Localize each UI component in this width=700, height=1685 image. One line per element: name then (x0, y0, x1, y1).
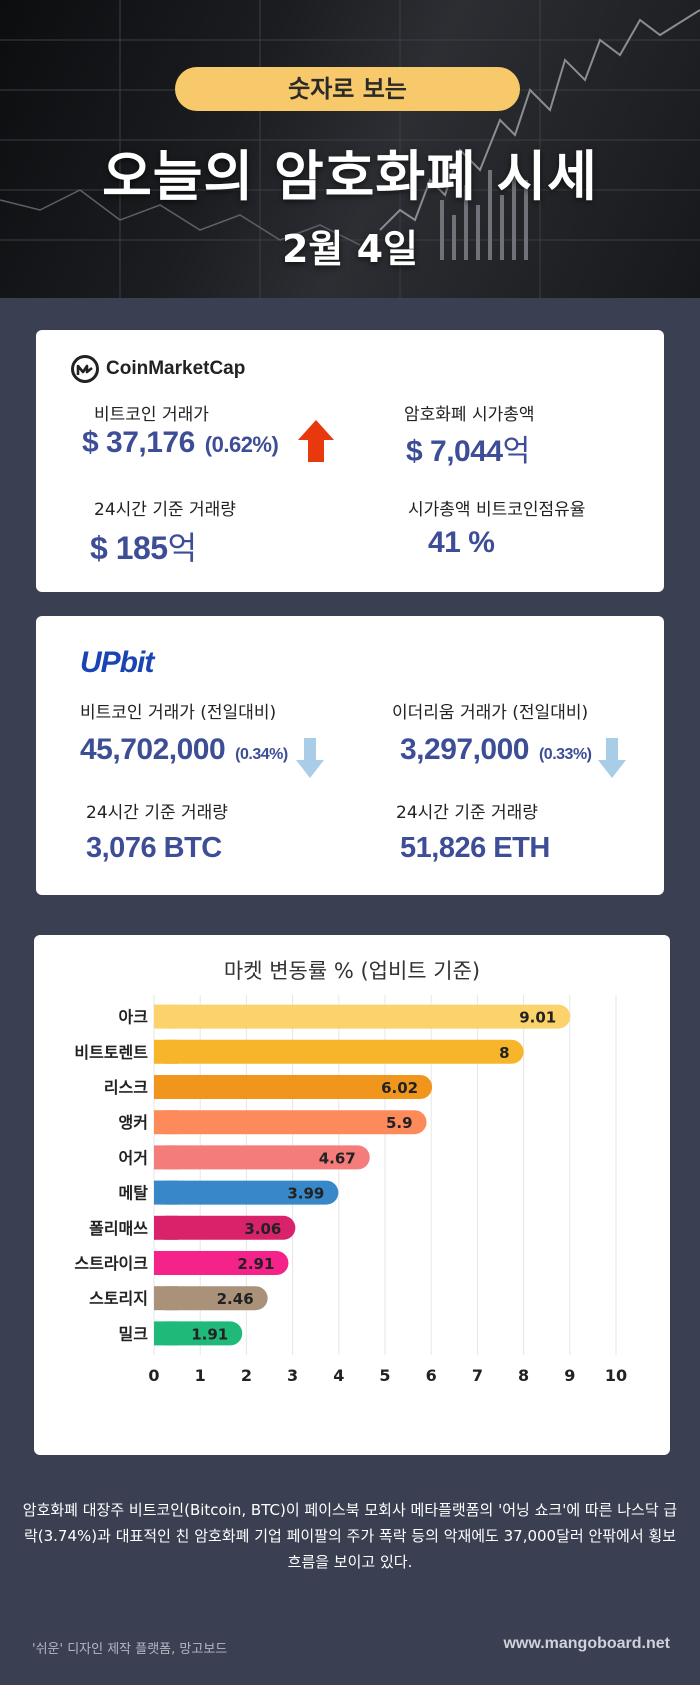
market-cap-value: $ 7,044억 (406, 434, 530, 469)
upbit-btc-change: (0.34%) (235, 746, 288, 763)
bar-left-edge (154, 1286, 178, 1311)
volume-label: 24시간 기준 거래량 (94, 500, 236, 520)
coinmarketcap-logo-text: CoinMarketCap (106, 358, 246, 379)
bar (154, 1215, 296, 1240)
bar (154, 1180, 339, 1205)
bar (154, 1039, 524, 1064)
upbit-logo: UPbit (80, 646, 154, 679)
data-label: 2.91 (237, 1255, 274, 1273)
upbit-eth-change: (0.33%) (538, 746, 592, 763)
arrow-down-icon (598, 738, 626, 778)
page-title: 오늘의 암호화폐 시세 (102, 145, 598, 208)
x-tick-label: 0 (148, 1366, 159, 1385)
bar-left-edge (154, 1180, 178, 1205)
upbit-eth-value: 3,297,000 (0.33%) (400, 733, 592, 766)
x-tick-label: 2 (241, 1366, 252, 1385)
category-label: 아크 (119, 1008, 149, 1027)
data-label: 4.67 (319, 1149, 356, 1167)
upbit-eth-volume-value: 51,826 ETH (400, 832, 550, 864)
chart-title: 마켓 변동률 % (업비트 기준) (223, 959, 481, 983)
upbit-card: UPbit 비트코인 거래가 (전일대비) 45,702,000 (0.34%) … (36, 616, 664, 895)
category-label: 메탈 (119, 1184, 149, 1203)
x-tick-label: 8 (518, 1366, 529, 1385)
data-label: 3.06 (244, 1220, 281, 1238)
btc-price-change: (0.62%) (204, 432, 279, 457)
category-label: 앵커 (119, 1113, 148, 1132)
x-tick-label: 9 (564, 1366, 575, 1385)
bar (154, 1145, 370, 1170)
bar-left-edge (154, 1145, 178, 1170)
bar-left-edge (154, 1215, 178, 1240)
x-tick-label: 10 (605, 1366, 627, 1385)
x-tick-label: 6 (426, 1366, 437, 1385)
data-label: 9.01 (519, 1009, 556, 1027)
data-label: 3.99 (287, 1185, 324, 1203)
btc-price-label: 비트코인 거래가 (94, 405, 209, 425)
x-tick-label: 3 (287, 1366, 298, 1385)
data-label: 6.02 (381, 1079, 418, 1097)
btc-price-value: $ 37,176 (0.62%) (82, 426, 279, 459)
header-banner: 숫자로 보는 오늘의 암호화폐 시세 2월 4일 (0, 0, 700, 298)
x-tick-label: 5 (379, 1366, 390, 1385)
footer-description: 암호화폐 대장주 비트코인(Bitcoin, BTC)이 페이스북 모회사 메타… (22, 1501, 678, 1571)
upbit-btc-volume-value: 3,076 BTC (86, 832, 222, 864)
category-label: 비트토렌트 (74, 1043, 148, 1062)
category-label: 리스크 (104, 1078, 148, 1097)
bar (154, 1004, 571, 1029)
category-label: 어거 (119, 1148, 148, 1167)
bar-chart: 0 1 2 3 4 5 6 7 8 9 10 아크 9.01 비트토렌트 8 리스크 6.02 앵커 5.9 어거 4.… (74, 995, 627, 1385)
bar-left-edge (154, 1251, 178, 1275)
data-label: 5.9 (386, 1114, 413, 1132)
data-label: 8 (499, 1044, 509, 1062)
coinmarketcap-icon (71, 355, 99, 383)
bar (154, 1110, 427, 1135)
category-label: 밀크 (119, 1324, 149, 1343)
dominance-label: 시가총액 비트코인점유율 (408, 500, 586, 520)
upbit-btc-label: 비트코인 거래가 (전일대비) (80, 703, 277, 723)
arrow-up-icon (298, 420, 334, 462)
background-trading-chart (0, 0, 700, 298)
upbit-eth-label: 이더리움 거래가 (전일대비) (392, 703, 589, 723)
x-tick-label: 4 (333, 1366, 344, 1385)
header-pill: 숫자로 보는 (175, 67, 520, 111)
bar-left-edge (154, 1075, 178, 1099)
upbit-eth-volume-label: 24시간 기준 거래량 (396, 803, 538, 823)
bar-left-edge (154, 1110, 178, 1135)
market-cap-label: 암호화폐 시가총액 (404, 405, 535, 425)
bar-left-edge (154, 1004, 178, 1029)
bar (154, 1075, 433, 1099)
x-tick-label: 7 (472, 1366, 483, 1385)
footer-site-link[interactable]: www.mangoboard.net (503, 1635, 670, 1652)
coinmarketcap-logo: CoinMarketCap (70, 354, 245, 384)
footer-credit: '쉬운' 디자인 제작 플랫폼, 망고보드 (32, 1642, 228, 1657)
x-tick-label: 1 (195, 1366, 206, 1385)
market-change-chart-card: 마켓 변동률 % (업비트 기준) 0 1 2 3 4 5 6 7 8 9 10 아크 9.01 비트토렌… (34, 935, 670, 1455)
volume-value: $ 185억 (90, 529, 197, 567)
upbit-btc-value: 45,702,000 (0.34%) (80, 733, 288, 766)
bar-left-edge (154, 1321, 178, 1346)
bar-left-edge (154, 1039, 178, 1064)
bar (154, 1251, 289, 1275)
dominance-value: 41 % (428, 526, 495, 559)
coinmarketcap-card: CoinMarketCap 비트코인 거래가 $ 37,176 (0.62%) 암… (36, 330, 664, 592)
page-date: 2월 4일 (281, 227, 419, 271)
data-label: 2.46 (217, 1290, 254, 1308)
upbit-btc-volume-label: 24시간 기준 거래량 (86, 803, 228, 823)
bar (154, 1286, 268, 1311)
category-label: 스트라이크 (74, 1254, 148, 1273)
data-label: 1.91 (191, 1325, 228, 1343)
category-label: 폴리매쓰 (89, 1219, 148, 1238)
category-label: 스토리지 (89, 1289, 148, 1308)
arrow-down-icon (296, 738, 324, 778)
